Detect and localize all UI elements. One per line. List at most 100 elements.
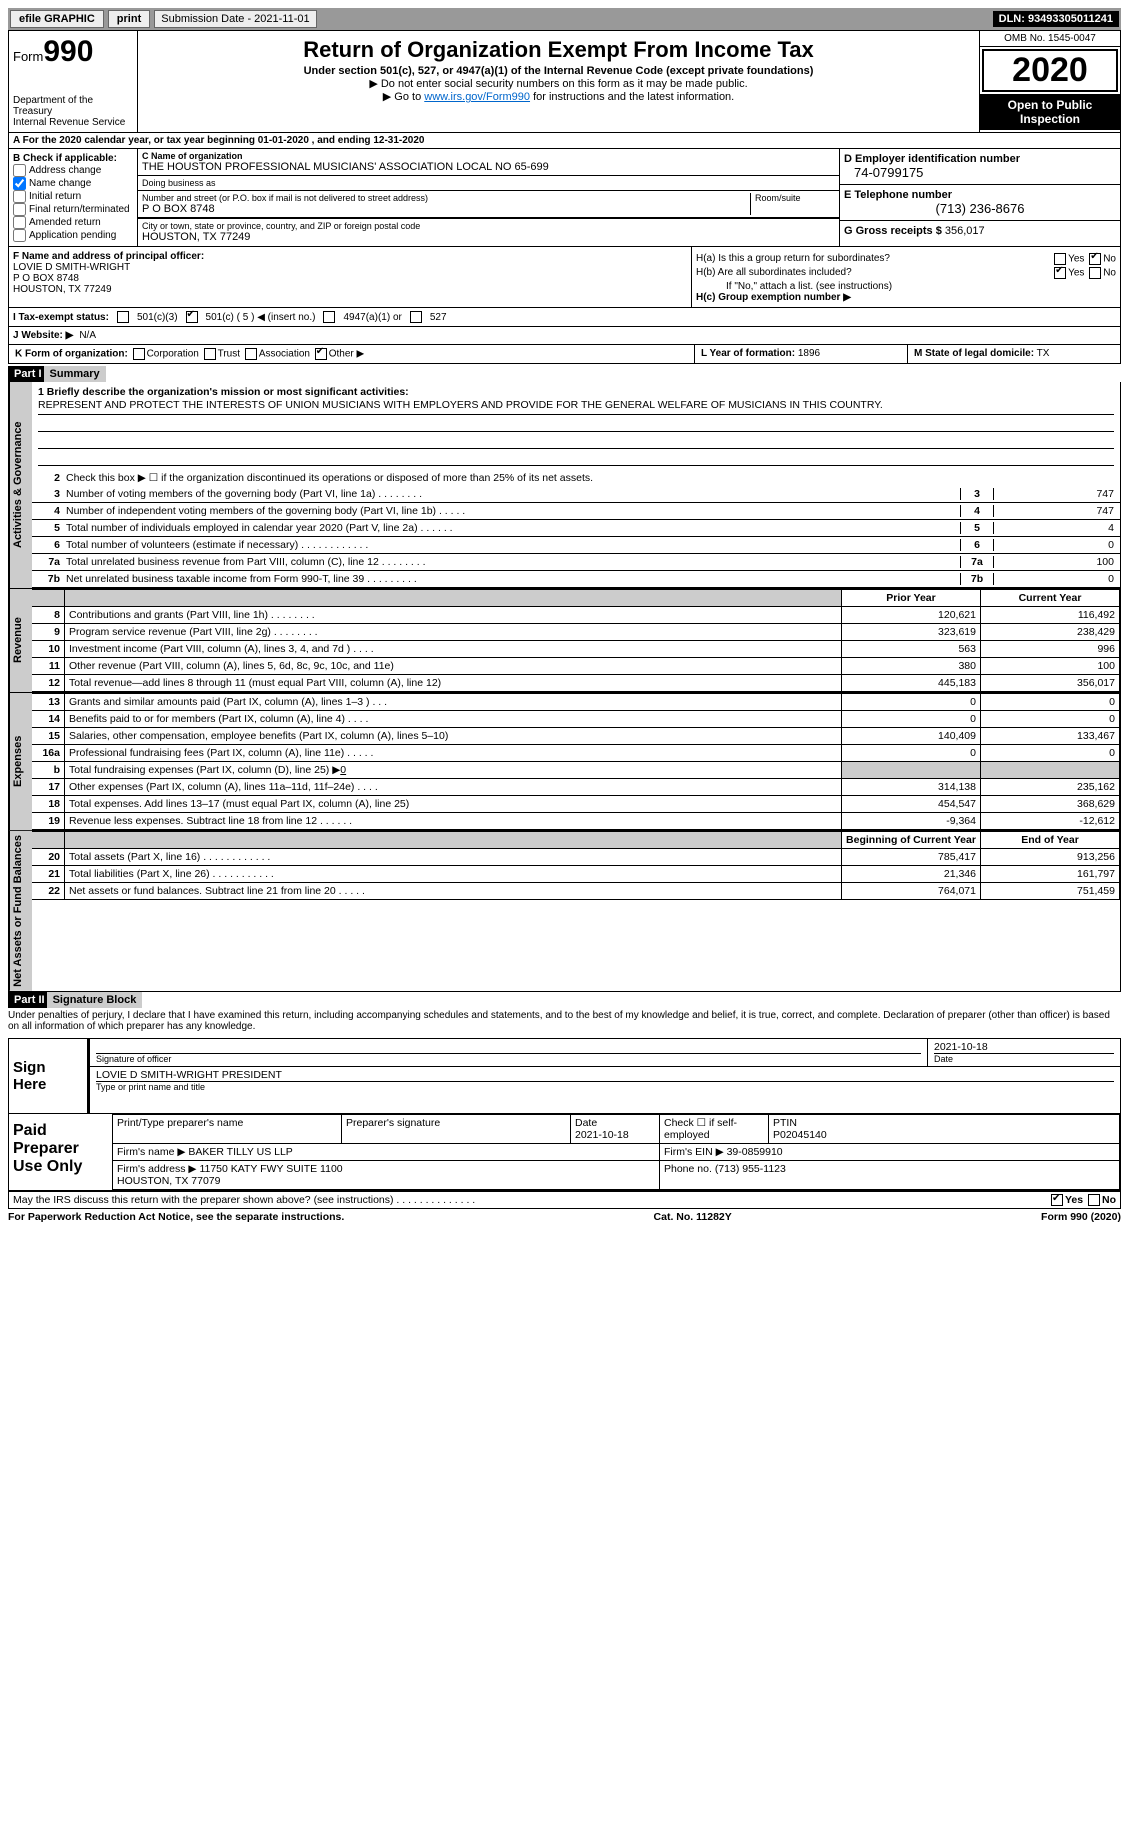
org-name-label: C Name of organization [142,151,835,161]
part2-title: Signature Block [47,992,143,1008]
mission-text: REPRESENT AND PROTECT THE INTERESTS OF U… [38,398,1114,415]
ptin: P02045140 [773,1129,827,1141]
val-7b: 0 [993,573,1120,585]
part1-header: Part I [8,366,48,382]
firm-phone: (713) 955-1123 [715,1163,786,1175]
tab-governance: Activities & Governance [9,382,32,588]
top-toolbar: efile GRAPHIC print Submission Date - 20… [8,8,1121,30]
header-block-bcde: B Check if applicable: Address change Na… [8,149,1121,247]
city-value: HOUSTON, TX 77249 [142,231,835,243]
part1-body: Activities & Governance 1 Briefly descri… [8,382,1121,992]
check-name-change[interactable]: Name change [13,177,133,190]
street-value: P O BOX 8748 [142,203,746,215]
officer-printed-name: LOVIE D SMITH-WRIGHT PRESIDENT [96,1069,1114,1082]
catalog-number: Cat. No. 11282Y [654,1211,732,1223]
pra-notice: For Paperwork Reduction Act Notice, see … [8,1211,344,1223]
check-initial-return[interactable]: Initial return [13,190,133,203]
dln: DLN: 93493305011241 [993,11,1119,27]
officer-signature-line[interactable] [96,1041,921,1054]
line-3: Number of voting members of the governin… [66,486,960,502]
line-7b: Net unrelated business taxable income fr… [66,571,960,587]
row-j-website: J Website: ▶ N/A [8,327,1121,345]
gross-receipts: G Gross receipts $ 356,017 [840,220,1120,241]
room-label: Room/suite [755,193,835,203]
ein-value: 74-0799175 [844,165,1116,180]
perjury-declaration: Under penalties of perjury, I declare th… [8,1008,1121,1034]
tax-year: 2020 [982,49,1118,92]
col-begin-year: Beginning of Current Year [842,832,981,849]
row-k-form-org: K Form of organization: Corporation Trus… [9,345,694,363]
street-label: Number and street (or P.O. box if mail i… [142,193,746,203]
officer-addr1: P O BOX 8748 [13,273,79,284]
hb-answer: Yes No [1052,267,1116,279]
prep-date: 2021-10-18 [575,1129,629,1141]
revenue-table: Prior YearCurrent Year 8Contributions an… [32,589,1120,692]
val-4: 747 [993,505,1120,517]
open-public: Open to Public Inspection [980,94,1120,130]
officer-name: LOVIE D SMITH-WRIGHT [13,262,130,273]
submission-date: Submission Date - 2021-11-01 [154,10,316,28]
signature-block: Sign Here Signature of officer 2021-10-1… [8,1038,1121,1114]
page-footer: For Paperwork Reduction Act Notice, see … [8,1209,1121,1225]
check-app-pending[interactable]: Application pending [13,229,133,242]
self-employed-check[interactable]: Check ☐ if self-employed [664,1117,764,1141]
discuss-answer: Yes No [1049,1194,1116,1206]
col-current-year: Current Year [981,590,1120,607]
firm-name: BAKER TILLY US LLP [188,1146,292,1158]
row-l-year: L Year of formation: 1896 [694,345,907,363]
ha-label: H(a) Is this a group return for subordin… [696,253,890,265]
irs-link[interactable]: www.irs.gov/Form990 [424,91,530,103]
part1-title: Summary [44,366,106,382]
line-5: Total number of individuals employed in … [66,520,960,536]
check-address-change[interactable]: Address change [13,164,133,177]
officer-addr2: HOUSTON, TX 77249 [13,284,112,295]
form-ref: Form 990 (2020) [1041,1211,1121,1223]
section-c-org-info: C Name of organization THE HOUSTON PROFE… [138,149,839,246]
line-6: Total number of volunteers (estimate if … [66,537,960,553]
city-label: City or town, state or province, country… [142,221,835,231]
ein-label: D Employer identification number [844,153,1116,165]
val-3: 747 [993,488,1120,500]
mission-block: 1 Briefly describe the organization's mi… [32,382,1120,470]
note-goto: ▶ Go to www.irs.gov/Form990 for instruct… [146,90,971,103]
block-fh: F Name and address of principal officer:… [8,247,1121,308]
hc-label: H(c) Group exemption number ▶ [696,292,1116,303]
phone-label: E Telephone number [844,189,1116,201]
row-i-tax-status: I Tax-exempt status: 501(c)(3) 501(c) ( … [8,308,1121,327]
line-7a: Total unrelated business revenue from Pa… [66,554,960,570]
section-de: D Employer identification number 74-0799… [839,149,1120,246]
row-klm: K Form of organization: Corporation Trus… [8,345,1121,364]
check-final-return[interactable]: Final return/terminated [13,203,133,216]
section-b-checkboxes: B Check if applicable: Address change Na… [9,149,138,246]
form-header: Form990 Department of the Treasury Inter… [8,30,1121,133]
officer-signature-label: Signature of officer [96,1054,921,1064]
section-f-officer: F Name and address of principal officer:… [9,247,691,307]
section-h: H(a) Is this a group return for subordin… [691,247,1120,307]
val-7a: 100 [993,556,1120,568]
check-amended[interactable]: Amended return [13,216,133,229]
printed-name-label: Type or print name and title [96,1082,1114,1092]
col-end-year: End of Year [981,832,1120,849]
tab-expenses: Expenses [9,693,32,830]
print-button[interactable]: print [108,10,150,28]
org-name: THE HOUSTON PROFESSIONAL MUSICIANS' ASSO… [142,161,835,173]
part2-header: Part II [8,992,51,1008]
tab-net-assets: Net Assets or Fund Balances [9,831,32,991]
row-m-state: M State of legal domicile: TX [907,345,1120,363]
form-title: Return of Organization Exempt From Incom… [146,37,971,63]
expenses-table: 13Grants and similar amounts paid (Part … [32,693,1120,830]
form-subtitle: Under section 501(c), 527, or 4947(a)(1)… [146,65,971,77]
hb-label: H(b) Are all subordinates included? [696,267,852,279]
dba-label: Doing business as [142,178,835,188]
sign-here-label: Sign Here [9,1039,87,1113]
note-ssn: ▶ Do not enter social security numbers o… [146,77,971,90]
ha-answer: Yes No [1052,253,1116,265]
department: Department of the Treasury Internal Reve… [13,95,133,128]
val-6: 0 [993,539,1120,551]
net-assets-table: Beginning of Current YearEnd of Year 20T… [32,831,1120,900]
paid-preparer-label: Paid Preparer Use Only [9,1114,112,1190]
line-a-tax-year: A For the 2020 calendar year, or tax yea… [8,133,1121,149]
efile-button[interactable]: efile GRAPHIC [10,10,104,28]
preparer-block: Paid Preparer Use Only Print/Type prepar… [8,1114,1121,1191]
sig-date-label: Date [934,1054,1114,1064]
